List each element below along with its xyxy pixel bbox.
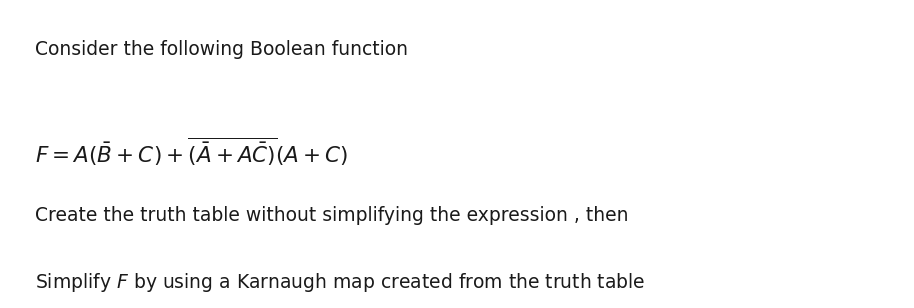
- Text: Simplify $F$ by using a Karnaugh map created from the truth table: Simplify $F$ by using a Karnaugh map cre…: [35, 271, 645, 294]
- Text: Consider the following Boolean function: Consider the following Boolean function: [35, 40, 408, 59]
- Text: $F = A(\bar{B} + C) + \overline{(\bar{A} + A\bar{C})}(A + C)$: $F = A(\bar{B} + C) + \overline{(\bar{A}…: [35, 136, 348, 168]
- Text: Create the truth table without simplifying the expression , then: Create the truth table without simplifyi…: [35, 206, 628, 225]
